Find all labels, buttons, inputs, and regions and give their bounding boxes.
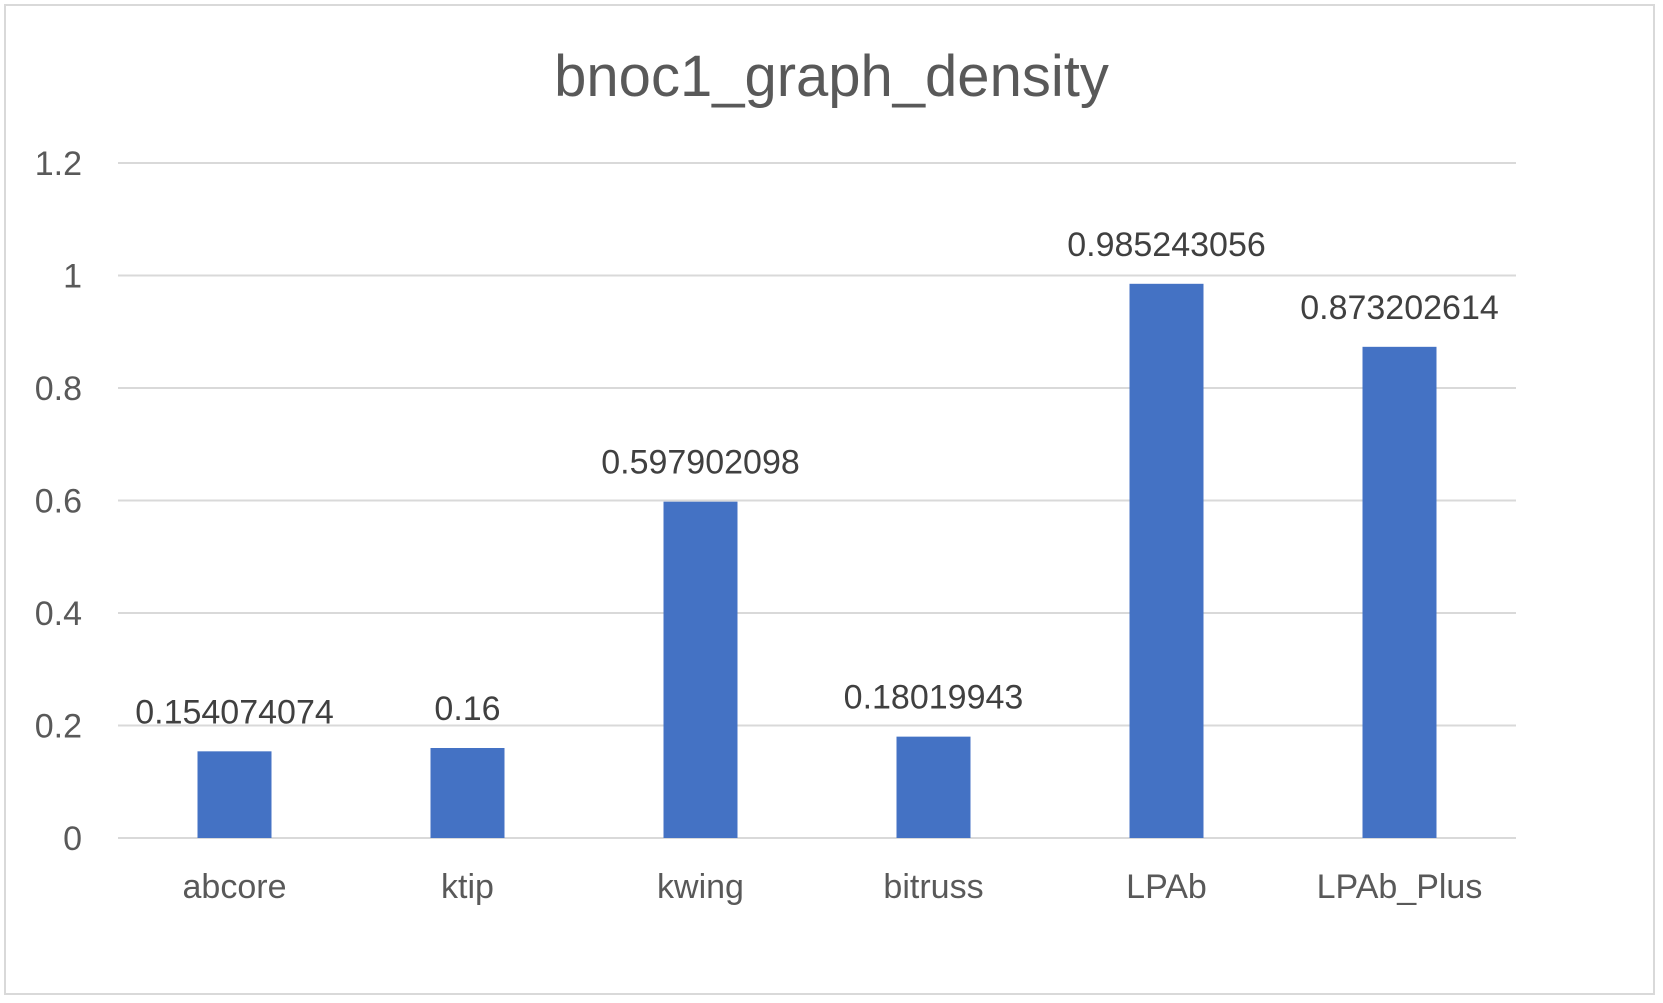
- x-tick-label: abcore: [183, 868, 287, 906]
- bar-kwing: [663, 501, 738, 838]
- y-tick-label: 0.6: [35, 483, 82, 521]
- y-tick-label: 0: [63, 820, 82, 858]
- bar-LPAb: [1129, 283, 1204, 838]
- data-label: 0.18019943: [844, 679, 1024, 717]
- x-tick-label: LPAb: [1126, 868, 1207, 906]
- data-label: 0.873202614: [1300, 289, 1499, 327]
- data-label: 0.16: [434, 690, 500, 728]
- data-label: 0.597902098: [601, 444, 800, 482]
- chart-title: bnoc1_graph_density: [554, 44, 1109, 109]
- bar-abcore: [197, 751, 272, 838]
- chart-plot: 0 0.2 0.4 0.6 0.8 1 1.2 0.154074074 abcore 0.16 kt…: [35, 145, 1516, 906]
- y-tick-label: 0.8: [35, 370, 82, 408]
- data-label: 0.985243056: [1067, 226, 1266, 264]
- bar-ktip: [430, 748, 505, 838]
- x-tick-label: bitruss: [883, 868, 983, 906]
- y-tick-label: 1: [63, 258, 82, 296]
- x-tick-label: LPAb_Plus: [1317, 868, 1483, 906]
- y-tick-label: 0.4: [35, 595, 82, 633]
- x-tick-label: ktip: [441, 868, 494, 906]
- chart-frame: bnoc1_graph_density 0 0.2 0.4 0.6 0.8 1 1.2 0.1…: [4, 4, 1655, 995]
- y-tick-label: 0.2: [35, 708, 82, 746]
- bar-bitruss: [896, 736, 971, 838]
- bar-LPAb_Plus: [1362, 346, 1437, 838]
- x-tick-label: kwing: [657, 868, 744, 906]
- y-tick-label: 1.2: [35, 145, 82, 183]
- data-label: 0.154074074: [135, 693, 334, 731]
